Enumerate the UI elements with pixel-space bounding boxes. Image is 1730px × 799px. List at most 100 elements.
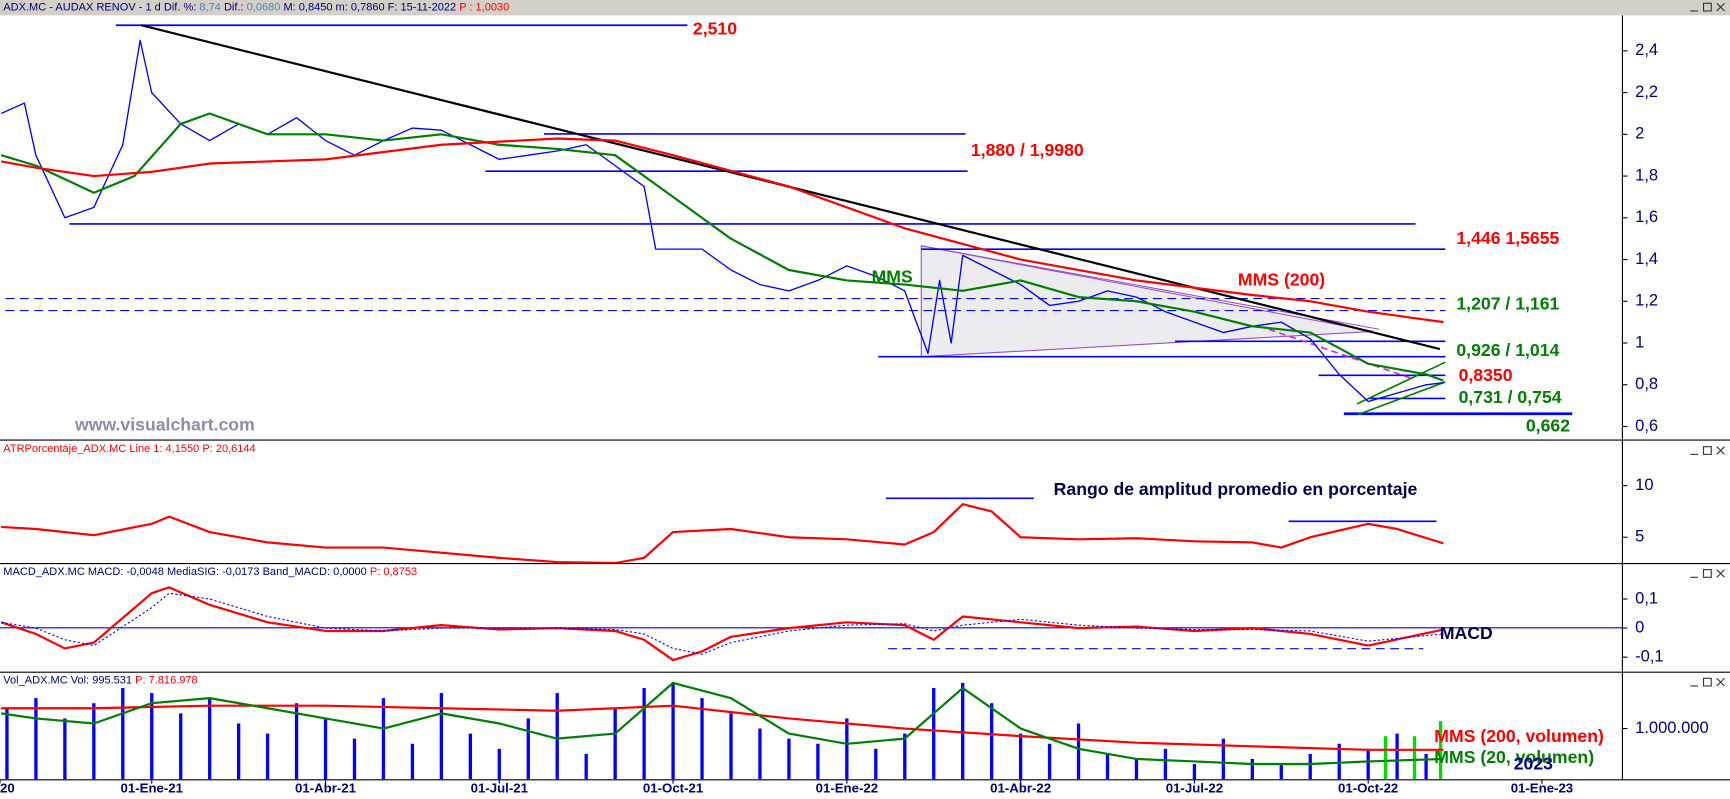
volume-bar bbox=[961, 682, 965, 780]
volume-bar bbox=[352, 738, 357, 780]
y-tick-label: 1 bbox=[1635, 333, 1644, 351]
volume-bar bbox=[1308, 753, 1312, 780]
header-part: Vol_ADX.MC Vol: 995.531 bbox=[3, 674, 135, 686]
header-part: ADX.MC - AUDAX RENOV - 1 d Dif. %: bbox=[3, 2, 199, 14]
volume-bar bbox=[410, 743, 415, 780]
annotation: MMS (20, volumen) bbox=[1434, 747, 1594, 767]
header-part: 0,0680 bbox=[247, 2, 281, 14]
volume-bar bbox=[1412, 736, 1417, 780]
y-tick-label: 0,1 bbox=[1635, 589, 1658, 607]
volume-bar bbox=[294, 703, 299, 780]
volume-bar bbox=[1134, 758, 1139, 780]
annotation: www.visualchart.com bbox=[74, 415, 255, 435]
x-tick-label: 01-Oct-21 bbox=[643, 781, 703, 796]
volume-bar bbox=[63, 718, 67, 780]
header-part: 8,74 bbox=[199, 2, 220, 14]
title-bar bbox=[0, 0, 1730, 16]
y-tick-label: 10 bbox=[1635, 476, 1653, 494]
volume-bar bbox=[92, 703, 96, 780]
volume-bar bbox=[497, 748, 501, 780]
volume-bar bbox=[584, 753, 588, 780]
annotation: 0,731 / 0,754 bbox=[1459, 387, 1562, 407]
volume-bar bbox=[34, 698, 38, 780]
header-part: P : 1,0030 bbox=[459, 2, 509, 14]
annotation: 2023 bbox=[1514, 754, 1553, 774]
series-line bbox=[0, 586, 1444, 662]
annotation: 2,510 bbox=[693, 18, 737, 38]
annotation: MACD bbox=[1440, 623, 1493, 643]
y-tick-label: 1,2 bbox=[1635, 292, 1658, 310]
volume-bar bbox=[1250, 758, 1254, 780]
panel-header: Vol_ADX.MC Vol: 995.531 P: 7.816.978 bbox=[3, 674, 197, 686]
volume-bar bbox=[1192, 764, 1197, 780]
volume-bar bbox=[150, 693, 154, 780]
volume-bar bbox=[1221, 738, 1226, 780]
volume-bar bbox=[932, 687, 936, 780]
volume-bar bbox=[845, 718, 849, 780]
x-tick-label: 01-Abr-22 bbox=[990, 781, 1051, 796]
panel-frames bbox=[0, 15, 1730, 781]
y-tick-label: 0,8 bbox=[1635, 375, 1658, 393]
annotation: MMS (200) bbox=[1238, 270, 1325, 290]
volume-bar bbox=[439, 693, 444, 780]
header-part: ATRPorcentaje_ADX.MC Line 1: 4,1550 P: 2… bbox=[3, 443, 255, 455]
volume-bar bbox=[526, 718, 530, 780]
volume-bar bbox=[323, 718, 328, 780]
x-tick-label: 01-Oct-22 bbox=[1338, 781, 1398, 796]
volume-bar bbox=[1163, 748, 1168, 780]
y-tick-label: 2,4 bbox=[1635, 41, 1658, 59]
series-line bbox=[0, 112, 1444, 382]
volume-bar bbox=[990, 703, 994, 780]
volume-bar bbox=[1047, 743, 1052, 780]
y-tick-label: 1,6 bbox=[1635, 208, 1658, 226]
annotation: 0,926 / 1,014 bbox=[1456, 340, 1559, 360]
volume-bar bbox=[613, 708, 617, 780]
series-line bbox=[1, 592, 1444, 655]
volume-bar bbox=[1076, 723, 1081, 780]
y-tick-label: 0 bbox=[1635, 618, 1644, 636]
volume-bar bbox=[179, 713, 183, 780]
volume-bar bbox=[1337, 743, 1341, 780]
volume-bar bbox=[642, 687, 646, 780]
annotation: 0,662 bbox=[1526, 416, 1570, 436]
volume-bar bbox=[1395, 733, 1399, 780]
volume-bar bbox=[381, 698, 386, 780]
series-line bbox=[1, 503, 1444, 564]
annotation: 1,446 1,5655 bbox=[1456, 228, 1559, 248]
annotation: 1,207 / 1,161 bbox=[1456, 294, 1559, 314]
header-part: Dif.: bbox=[221, 2, 247, 14]
plot-area bbox=[0, 39, 1444, 403]
panel-header: MACD_ADX.MC MACD: -0,0048 MediaSIG: -0,0… bbox=[3, 566, 417, 578]
y-tick-label: 1.000.000 bbox=[1635, 719, 1709, 737]
annotation: MMS (200, volumen) bbox=[1434, 726, 1604, 746]
volume-bar bbox=[468, 733, 472, 780]
x-tick-label: 01-Jul-21 bbox=[471, 781, 528, 796]
x-tick-label: 01-Ene-23 bbox=[1511, 781, 1573, 796]
volume-bar bbox=[121, 687, 125, 780]
series-line bbox=[1, 704, 1444, 751]
annotation: Rango de amplitud promedio en porcentaje bbox=[1054, 479, 1418, 499]
header-part: P: 0,8753 bbox=[370, 566, 417, 578]
volume-bar bbox=[758, 728, 762, 780]
volume-bar bbox=[1424, 753, 1428, 780]
window-buttons[interactable] bbox=[1690, 2, 1725, 687]
volume-bar bbox=[265, 733, 270, 780]
x-tick-label: 01-Ene-22 bbox=[816, 781, 878, 796]
header-part: MACD_ADX.MC MACD: -0,0048 MediaSIG: -0,0… bbox=[3, 566, 370, 578]
plot-area bbox=[0, 586, 1444, 662]
volume-bar bbox=[1366, 748, 1370, 780]
y-tick-label: 1,4 bbox=[1635, 250, 1658, 268]
volume-bar bbox=[208, 698, 212, 780]
volume-bar bbox=[1279, 764, 1283, 780]
annotation: 0,8350 bbox=[1459, 365, 1513, 385]
annotation: MMS bbox=[872, 266, 913, 286]
series-line bbox=[1, 681, 1444, 766]
y-tick-label: 2,2 bbox=[1635, 83, 1658, 101]
y-tick-label: 1,8 bbox=[1635, 166, 1658, 184]
volume-bar bbox=[1383, 736, 1388, 780]
volume-bar bbox=[5, 708, 9, 780]
y-tick-label: -0,1 bbox=[1635, 648, 1664, 666]
x-tick-label: 01-Abr-21 bbox=[295, 781, 356, 796]
